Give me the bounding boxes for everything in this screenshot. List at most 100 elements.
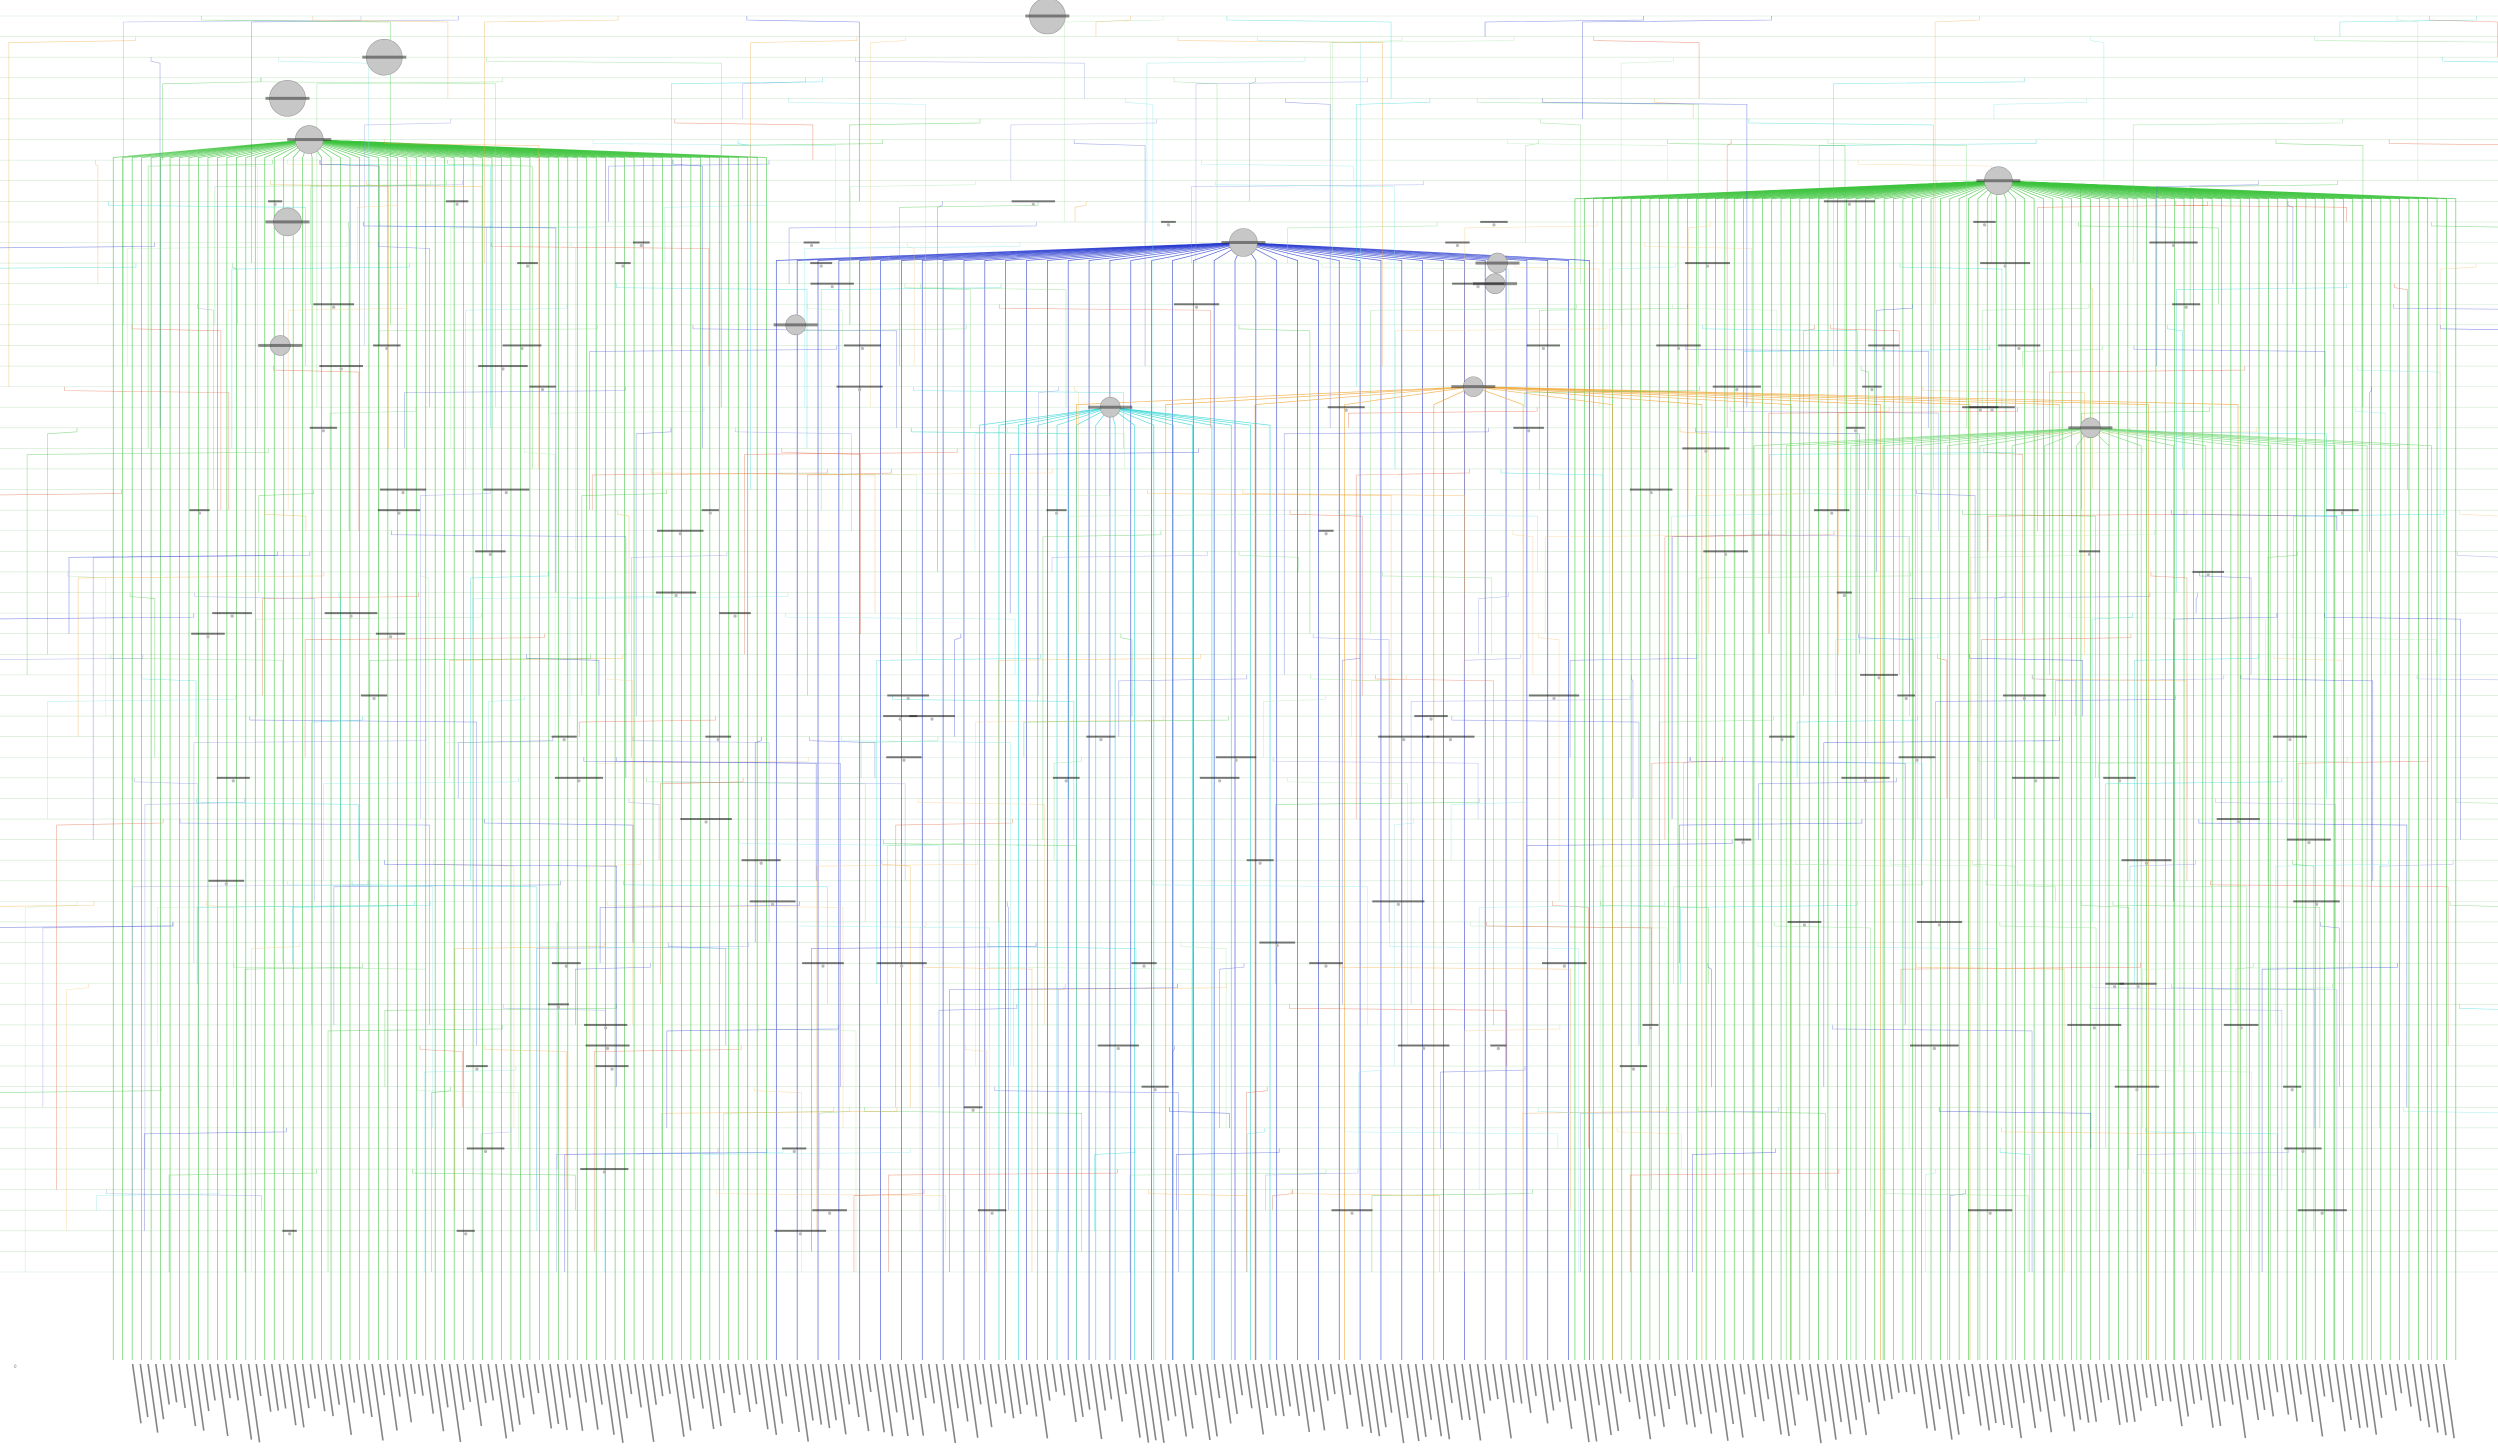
graph-node[interactable] [2240,1026,2243,1029]
graph-node[interactable] [2301,1150,2304,1153]
graph-node[interactable] [2315,903,2318,906]
graph-node[interactable] [1552,697,1555,700]
graph-node[interactable] [828,1212,831,1215]
graph-node[interactable] [679,532,682,535]
graph-node[interactable] [2307,841,2310,844]
graph-node[interactable] [401,491,404,494]
graph-node[interactable] [1429,717,1432,720]
graph-node[interactable] [771,903,774,906]
graph-node[interactable] [1449,738,1452,741]
graph-node[interactable] [1632,1067,1635,1070]
graph-node[interactable] [1397,903,1400,906]
graph-node[interactable] [198,512,201,515]
graph-node[interactable] [1933,1047,1936,1050]
graph-node[interactable] [1167,223,1170,226]
graph-node[interactable] [1735,388,1738,391]
graph-node[interactable] [2185,306,2188,309]
graph-node[interactable] [2291,1088,2294,1091]
graph-node[interactable] [704,820,707,823]
graph-node[interactable] [1456,244,1459,247]
graph-node[interactable] [563,738,566,741]
graph-node[interactable] [2088,553,2091,556]
graph-node[interactable] [206,635,209,638]
graph-node[interactable] [1877,676,1880,679]
graph-node[interactable] [2135,1088,2138,1091]
graph-node[interactable] [1065,779,1068,782]
graph-node[interactable] [1848,203,1851,206]
graph-node[interactable] [464,1232,467,1235]
graph-node[interactable] [1402,738,1405,741]
graph-node[interactable] [900,965,903,968]
graph-node[interactable] [1492,223,1495,226]
graph-node[interactable] [505,491,508,494]
graph-node[interactable] [899,717,902,720]
graph-node[interactable] [489,553,492,556]
graph-node[interactable] [1803,923,1806,926]
graph-node[interactable] [397,512,400,515]
graph-node[interactable] [520,347,523,350]
graph-node[interactable] [1938,923,1941,926]
graph-node[interactable] [230,615,233,618]
graph-node[interactable] [810,244,813,247]
graph-node[interactable] [1142,965,1145,968]
graph-node[interactable] [907,697,910,700]
graph-node[interactable] [760,862,763,865]
graph-node[interactable] [1882,347,1885,350]
graph-node[interactable] [1650,491,1653,494]
graph-node[interactable] [1724,553,1727,556]
graph-node[interactable] [1741,841,1744,844]
graph-node[interactable] [2004,264,2007,267]
graph-node[interactable] [288,1232,291,1235]
graph-node[interactable] [1117,1047,1120,1050]
graph-node[interactable] [1706,264,1709,267]
graph-node[interactable] [2288,738,2291,741]
graph-node[interactable] [1276,944,1279,947]
graph-node[interactable] [1563,965,1566,968]
graph-node[interactable] [733,615,736,618]
graph-node[interactable] [1476,285,1479,288]
graph-node[interactable] [604,1026,607,1029]
graph-node[interactable] [1195,306,1198,309]
graph-node[interactable] [1677,347,1680,350]
graph-node[interactable] [1854,429,1857,432]
graph-node[interactable] [1704,450,1707,453]
graph-node[interactable] [621,264,624,267]
graph-node[interactable] [372,697,375,700]
graph-node[interactable] [972,1109,975,1112]
graph-node[interactable] [858,388,861,391]
graph-node[interactable] [1099,738,1102,741]
graph-node[interactable] [1864,779,1867,782]
graph-node[interactable] [1218,779,1221,782]
graph-node[interactable] [2118,779,2121,782]
graph-node[interactable] [1990,409,1993,412]
graph-node[interactable] [1325,532,1328,535]
graph-node[interactable] [225,882,228,885]
graph-node[interactable] [1780,738,1783,741]
graph-node[interactable] [1983,223,1986,226]
graph-node[interactable] [606,1047,609,1050]
graph-node[interactable] [349,615,352,618]
graph-node[interactable] [1649,1026,1652,1029]
graph-node[interactable] [385,347,388,350]
graph-node[interactable] [1527,429,1530,432]
graph-node[interactable] [2017,347,2020,350]
graph-node[interactable] [332,306,335,309]
graph-node[interactable] [1830,512,1833,515]
graph-node[interactable] [232,779,235,782]
graph-node[interactable] [1497,1047,1500,1050]
graph-node[interactable] [2172,244,2175,247]
graph-node[interactable] [1905,697,1908,700]
graph-node[interactable] [1324,965,1327,968]
graph-node[interactable] [1989,1212,1992,1215]
graph-node[interactable] [340,367,343,370]
graph-node[interactable] [1234,759,1237,762]
graph-node[interactable] [1153,1088,1156,1091]
graph-node[interactable] [501,367,504,370]
graph-node[interactable] [273,203,276,206]
graph-node[interactable] [1542,347,1545,350]
graph-node[interactable] [610,1067,613,1070]
graph-node[interactable] [389,635,392,638]
graph-node[interactable] [799,1232,802,1235]
graph-node[interactable] [526,264,529,267]
graph-node[interactable] [831,285,834,288]
